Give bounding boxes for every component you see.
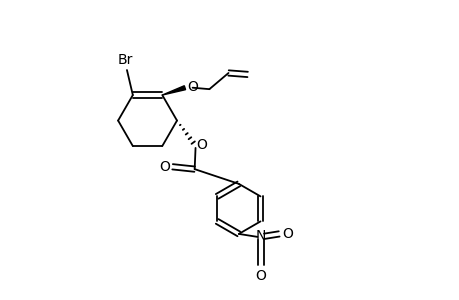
Text: N: N — [255, 229, 265, 243]
Text: O: O — [255, 269, 266, 283]
Text: O: O — [196, 138, 207, 152]
Text: O: O — [187, 80, 198, 94]
Polygon shape — [162, 86, 185, 95]
Text: O: O — [158, 160, 169, 174]
Text: Br: Br — [118, 53, 133, 67]
Text: O: O — [282, 227, 293, 241]
